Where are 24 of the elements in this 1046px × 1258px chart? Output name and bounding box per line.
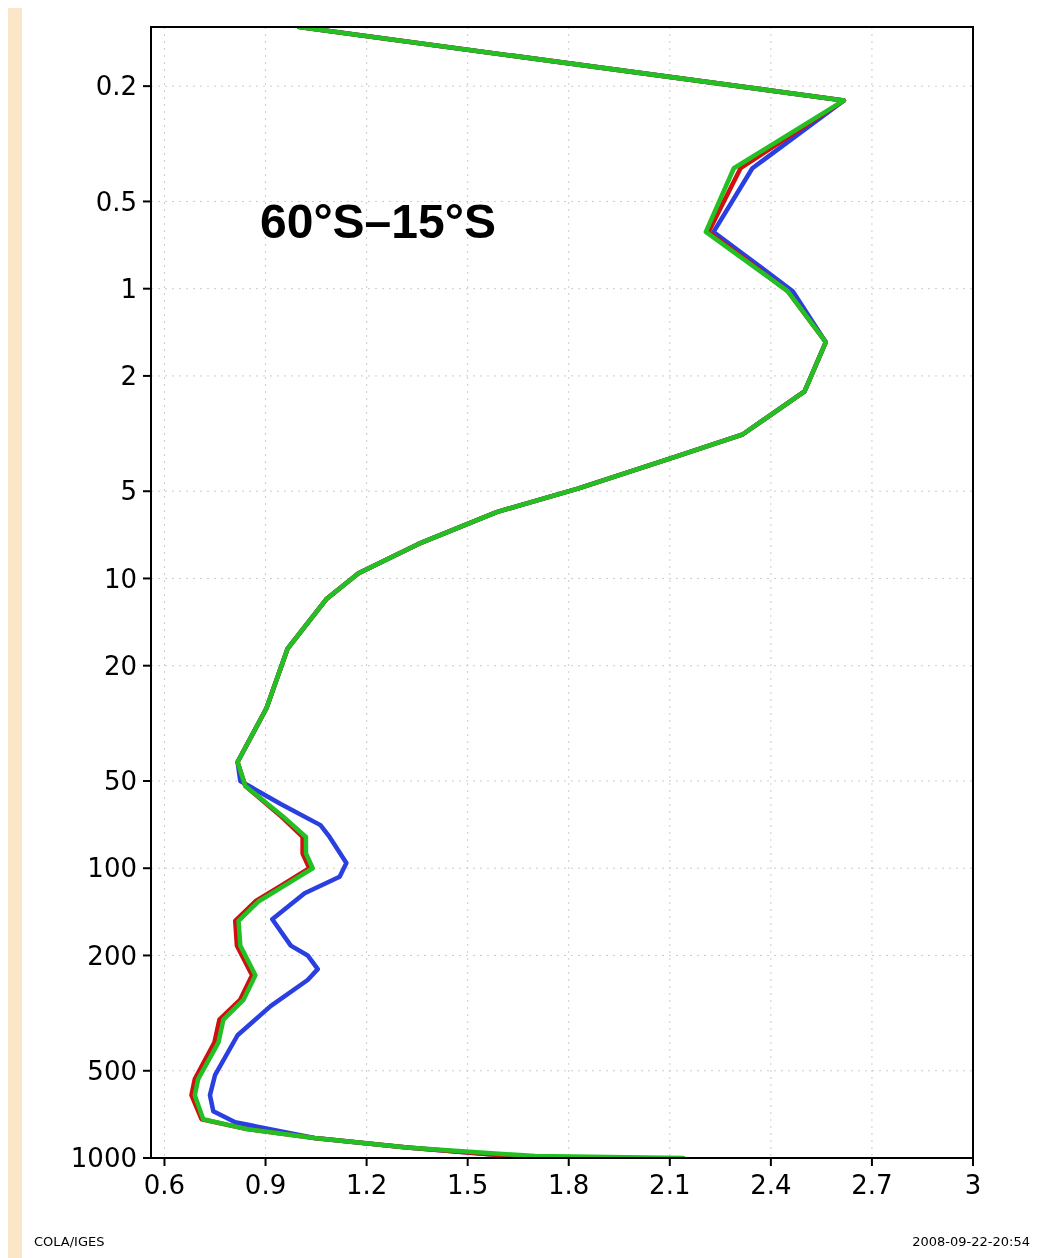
annotation: 60°S–15°S [260, 195, 496, 248]
text: COLA/IGES [34, 1234, 105, 1249]
x-tick-label: 2.4 [750, 1170, 792, 1200]
y-tick-label: 1000 [70, 1143, 137, 1174]
y-tick-label: 200 [87, 940, 137, 971]
x-tick-label: 2.1 [649, 1170, 691, 1200]
y-tick-label: 0.2 [95, 71, 137, 102]
x-tick-label: 1.8 [548, 1170, 590, 1200]
y-tick-label: 10 [103, 563, 137, 594]
y-tick-label: 2 [120, 361, 137, 392]
x-tick-label: 0.6 [143, 1170, 186, 1200]
y-tick-label: 50 [103, 766, 137, 797]
x-tick-label: 3 [964, 1170, 982, 1200]
y-tick-label: 20 [103, 650, 137, 681]
x-tick-label: 2.7 [851, 1170, 893, 1200]
x-tick-label: 1.2 [345, 1170, 388, 1200]
y-tick-label: 5 [120, 476, 137, 507]
x-tick-label: 0.9 [244, 1170, 287, 1200]
y-tick-label: 100 [87, 853, 137, 884]
y-tick-label: 500 [87, 1055, 137, 1086]
y-tick-label: 1 [120, 273, 137, 304]
y-tick-label: 0.5 [95, 186, 137, 217]
x-tick-label: 1.5 [446, 1170, 489, 1200]
text: 2008-09-22-20:54 [912, 1234, 1030, 1249]
